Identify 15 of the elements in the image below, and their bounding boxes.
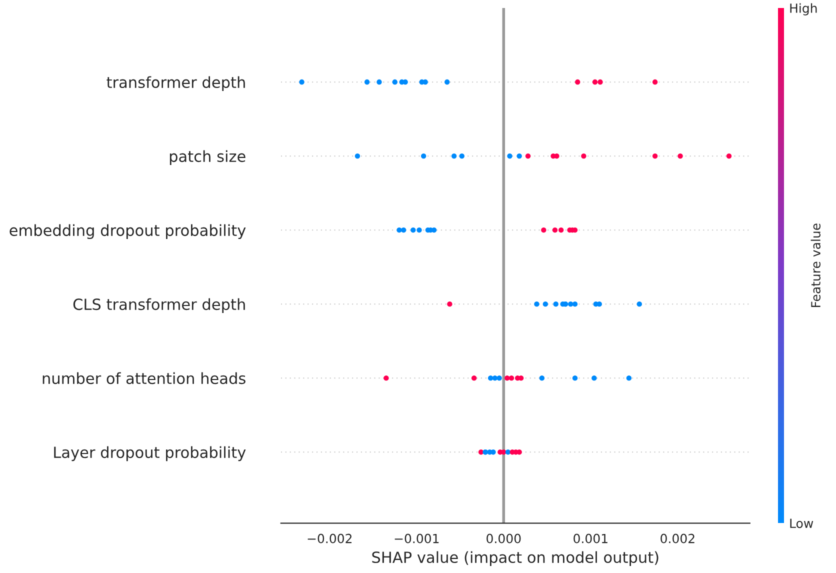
- x-tick-label: −0.002: [308, 534, 352, 544]
- y-tick-label: CLS transformer depth: [73, 298, 245, 314]
- color-bar-title: Feature value: [810, 224, 820, 308]
- x-tick-label: −0.001: [394, 534, 439, 544]
- x-axis-title: SHAP value (impact on model output): [372, 551, 658, 566]
- y-tick-label: patch size: [170, 150, 246, 166]
- color-bar-label: Low: [790, 518, 814, 528]
- y-tick-label: Layer dropout probability: [54, 446, 246, 462]
- y-tick-label: transformer depth: [106, 76, 245, 92]
- x-tick-label: 0.001: [574, 534, 608, 544]
- x-tick-label: 0.002: [660, 534, 694, 544]
- color-bar-label: High: [790, 3, 817, 16]
- y-tick-label: number of attention heads: [42, 372, 246, 384]
- y-tick-label: embedding dropout probability: [10, 224, 246, 240]
- x-tick-label: 0.000: [486, 534, 521, 544]
